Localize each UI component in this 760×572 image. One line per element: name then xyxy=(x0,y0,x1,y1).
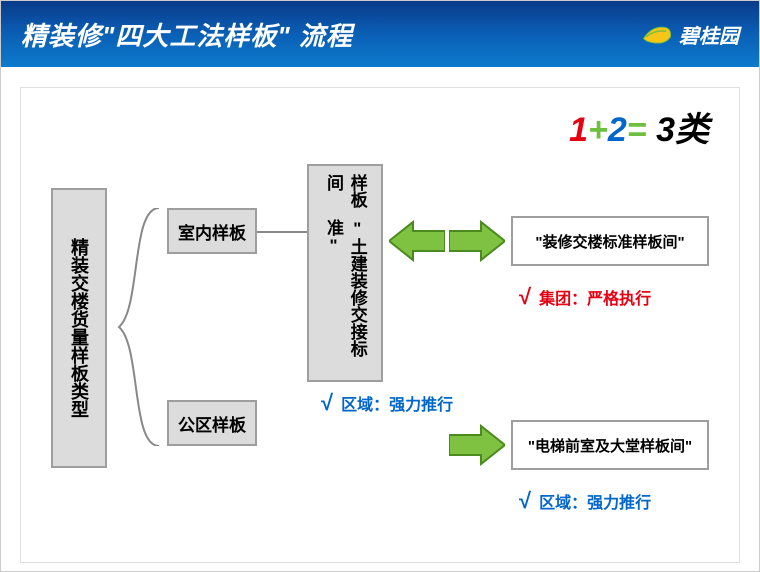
box-right-bottom-label: "电梯前室及大堂样板间" xyxy=(528,435,692,456)
checkmark-icon: √ xyxy=(519,488,531,514)
bracket-icon xyxy=(111,208,161,446)
logo-text: 碧桂园 xyxy=(679,20,739,49)
diagram-canvas: 1+2= 3类 精装交楼货量样板类型 室内样板 公区样板 "土建装修交接标准" … xyxy=(20,87,740,563)
box-indoor: 室内样板 xyxy=(167,208,257,254)
box-construction-standard: "土建装修交接标准" 样板间 xyxy=(307,164,383,382)
formula-n3: 3 xyxy=(647,111,675,149)
check-line-group: √ 集团：严格执行 xyxy=(519,284,651,310)
check-label-region-1: 区域：强力推行 xyxy=(341,391,453,415)
arrow-left-icon xyxy=(389,216,445,266)
box-indoor-label: 室内样板 xyxy=(178,219,246,244)
title-suffix: 流程 xyxy=(299,21,353,51)
arrow-right-bottom-icon xyxy=(449,420,505,470)
box-public: 公区样板 xyxy=(167,400,257,446)
slide-header: 精装修"四大工法样板" 流程 碧桂园 xyxy=(1,1,759,67)
checkmark-icon: √ xyxy=(321,390,333,416)
check-line-region-2: √ 区域：强力推行 xyxy=(519,488,651,514)
title-quote-close: " xyxy=(277,21,290,51)
box-tall-inner: "土建装修交接标准" 样板间 xyxy=(321,174,369,372)
box-right-top-label: "装修交楼标准样板间" xyxy=(535,231,684,252)
check-line-region-1: √ 区域：强力推行 xyxy=(321,390,453,416)
brand-logo: 碧桂园 xyxy=(639,20,739,49)
title-quoted: 四大工法样板 xyxy=(115,21,277,51)
box-main-label: 精装交楼货量样板类型 xyxy=(66,238,92,418)
logo-icon xyxy=(639,20,675,48)
header-divider xyxy=(1,67,759,77)
formula-n2: 2 xyxy=(608,111,627,149)
formula-suffix: 类 xyxy=(675,111,709,149)
box-elevator-lobby: "电梯前室及大堂样板间" xyxy=(511,420,709,470)
check-label-group: 集团：严格执行 xyxy=(539,285,651,309)
check-label-region-2: 区域：强力推行 xyxy=(539,489,651,513)
title-prefix: 精装修 xyxy=(21,21,102,51)
slide-title: 精装修"四大工法样板" 流程 xyxy=(21,16,353,53)
formula: 1+2= 3类 xyxy=(569,102,709,151)
box-tall-line2: 样板间 xyxy=(321,174,369,219)
box-public-label: 公区样板 xyxy=(178,411,246,436)
title-quote-open: " xyxy=(102,21,115,51)
formula-n1: 1 xyxy=(569,111,588,149)
box-decoration-standard: "装修交楼标准样板间" xyxy=(511,216,709,266)
connector-public xyxy=(257,420,449,446)
arrow-right-icon xyxy=(449,216,505,266)
formula-plus: + xyxy=(588,111,608,149)
box-tall-line1: "土建装修交接标准" xyxy=(321,219,369,372)
formula-eq: = xyxy=(627,111,647,149)
checkmark-icon: √ xyxy=(519,284,531,310)
connector-indoor xyxy=(257,228,307,236)
box-main-category: 精装交楼货量样板类型 xyxy=(51,188,107,468)
